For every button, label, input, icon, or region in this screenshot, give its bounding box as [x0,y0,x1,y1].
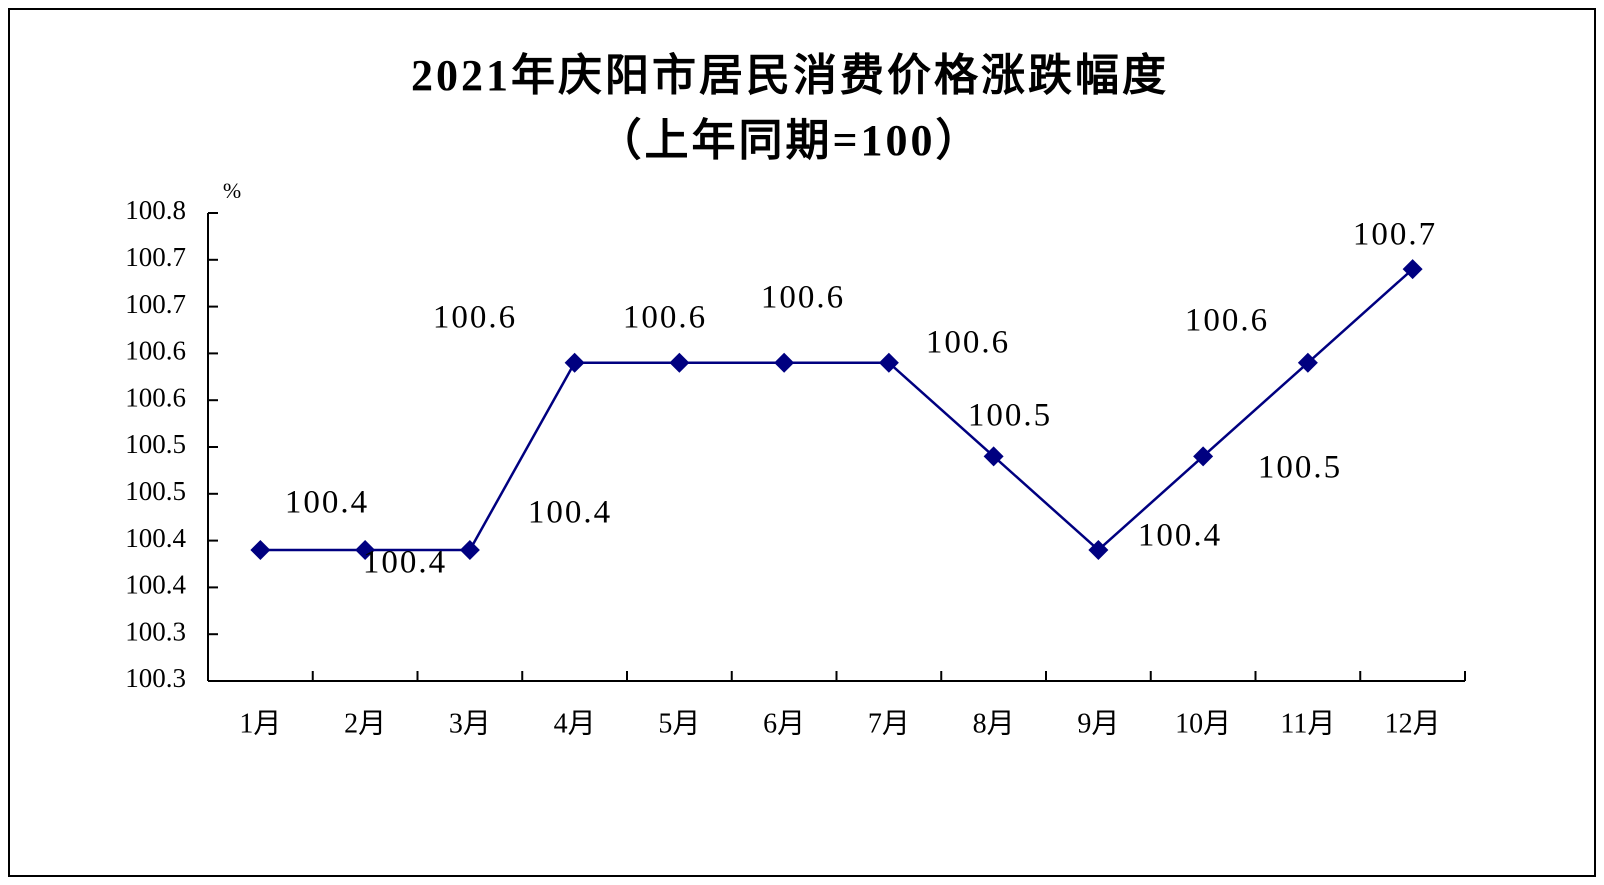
x-tick-label: 9月 [1077,708,1119,739]
y-tick-label: 100.8 [125,195,186,225]
data-label: 100.6 [1185,303,1269,339]
chart-frame [8,8,1596,877]
data-label: 100.6 [926,325,1010,361]
y-tick-label: 100.4 [125,570,186,600]
data-label: 100.6 [623,300,707,336]
y-tick-label: 100.4 [125,523,186,553]
marker [774,352,795,373]
data-label: 100.5 [1258,450,1342,486]
data-label: 100.4 [528,495,612,531]
x-tick-label: 6月 [763,708,805,739]
x-tick-label: 7月 [868,708,910,739]
x-tick-label: 10月 [1175,708,1231,739]
marker [669,352,690,373]
line [260,268,1414,552]
data-label: 100.4 [1138,518,1222,554]
x-tick-label: 2月 [344,708,386,739]
chart-title: 2021年庆阳市居民消费价格涨跌幅度 [411,51,1169,100]
marker [1297,352,1318,373]
x-tick-label: 5月 [658,708,700,739]
data-label: 100.4 [363,545,447,581]
x-tick-label: 3月 [449,708,491,739]
x-tick-label: 1月 [239,708,281,739]
marker [1193,446,1214,467]
y-tick-label: 100.3 [125,663,186,693]
y-tick-label: 100.7 [125,242,186,272]
y-tick-label: 100.6 [125,336,186,366]
y-tick-label: 100.5 [125,429,186,459]
data-label: 100.6 [761,280,845,316]
data-label: 100.5 [968,398,1052,434]
x-tick-label: 8月 [973,708,1015,739]
data-label: 100.6 [433,300,517,336]
marker [355,539,376,560]
marker [1402,259,1423,280]
marker [878,352,899,373]
y-tick-label: 100.7 [125,289,186,319]
y-axis-unit: % [223,178,241,203]
marker [459,539,480,560]
y-tick-label: 100.3 [125,616,186,646]
y-tick-label: 100.5 [125,476,186,506]
x-tick-label: 4月 [554,708,596,739]
x-tick-label: 12月 [1385,708,1441,739]
data-label: 100.7 [1353,217,1437,253]
x-tick-label: 11月 [1280,708,1335,739]
marker [250,539,271,560]
marker [1088,539,1109,560]
marker [564,352,585,373]
y-tick-label: 100.6 [125,382,186,412]
marker [983,446,1004,467]
chart-subtitle: （上年同期=100） [597,116,982,165]
data-label: 100.4 [285,485,369,521]
